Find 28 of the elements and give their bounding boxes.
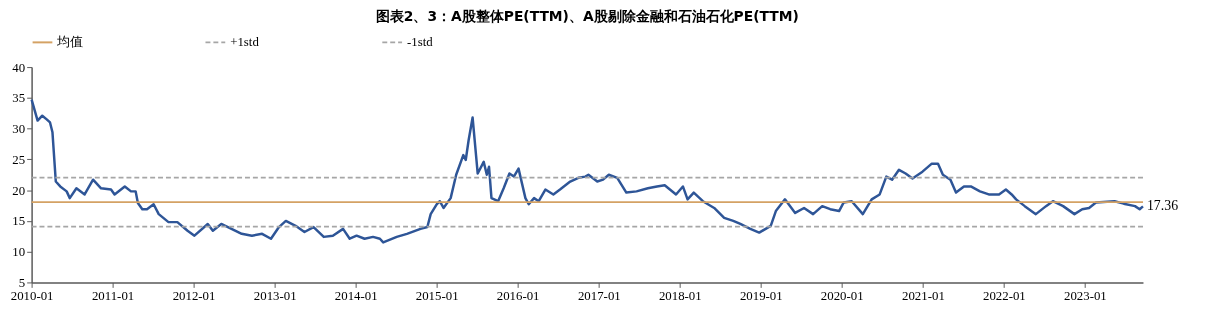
y-tick-label: 10 [12,245,26,260]
x-tick-label: 2020-01 [820,288,864,303]
legend-label: 均值 [56,35,84,50]
y-tick-label: 5 [18,275,26,290]
x-tick-label: 2015-01 [415,288,459,303]
x-tick-label: 2023-01 [1063,288,1107,303]
y-tick-label: 40 [12,60,26,75]
y-tick-label: 25 [12,152,26,167]
x-tick-label: 2010-01 [10,288,54,303]
x-tick-label: 2012-01 [172,288,216,303]
x-tick-label: 2014-01 [334,288,378,303]
legend-label: +1std [230,35,260,50]
y-tick-label: 15 [12,214,26,229]
x-tick-label: 2019-01 [739,288,783,303]
annotation: 17.36 [1146,198,1179,214]
y-tick-label: 20 [12,183,26,198]
x-tick-label: 2021-01 [902,288,945,303]
x-tick-label: 2022-01 [983,288,1026,303]
x-tick-label: 2011-01 [91,288,135,303]
x-tick-label: 2017-01 [577,288,621,303]
x-tick-label: 2013-01 [253,288,297,303]
legend-label: -1std [407,35,434,50]
line-series [30,98,1145,244]
y-tick-label: 30 [12,122,26,137]
chart-title: 图表2、3：A股整体PE(TTM)、A股剔除金融和石油石化PE(TTM) [375,7,799,24]
y-tick-label: 35 [12,91,26,106]
x-tick-label: 2018-01 [658,288,702,303]
x-tick-label: 2016-01 [496,288,540,303]
